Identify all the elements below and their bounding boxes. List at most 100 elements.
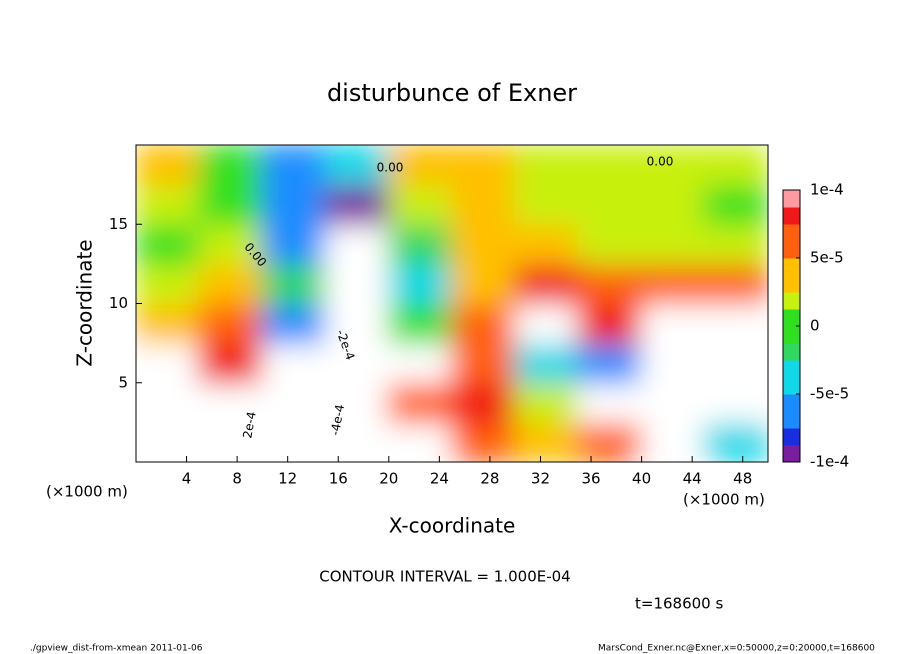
field-cell bbox=[324, 421, 390, 462]
chart-title: disturbunce of Exner bbox=[327, 79, 577, 107]
x-tick-label: 28 bbox=[480, 470, 499, 488]
colorbar-tick-label: 5e-5 bbox=[810, 249, 844, 267]
colorbar-band bbox=[783, 224, 800, 242]
field-cell bbox=[514, 262, 580, 305]
colorbar-band bbox=[783, 241, 800, 259]
colorbar-band bbox=[783, 207, 800, 225]
field-cell bbox=[703, 183, 768, 226]
colorbar-band bbox=[783, 275, 800, 293]
field-cell bbox=[451, 302, 517, 345]
colorbar-band bbox=[783, 445, 800, 463]
colorbar-tick-label: -1e-4 bbox=[810, 453, 849, 471]
field-cell bbox=[577, 421, 643, 462]
field-cell bbox=[640, 183, 706, 226]
field-cell bbox=[324, 262, 390, 305]
colorbar-band bbox=[783, 428, 800, 446]
field-cell bbox=[261, 342, 327, 384]
field-cell bbox=[577, 381, 643, 424]
field-cell bbox=[514, 302, 580, 345]
field-cell bbox=[514, 223, 580, 265]
field-cell bbox=[451, 145, 517, 186]
field-cell bbox=[577, 262, 643, 305]
field-cell bbox=[198, 302, 264, 345]
field-cell bbox=[577, 302, 643, 345]
field-cell bbox=[451, 421, 517, 462]
field-cell bbox=[703, 421, 768, 462]
field-cell bbox=[640, 302, 706, 345]
contour-label: 0.00 bbox=[377, 161, 404, 175]
x-tick-label: 12 bbox=[278, 470, 297, 488]
field-cell bbox=[703, 342, 768, 384]
footer-left: ./gpview_dist-from-xmean 2011-01-06 bbox=[30, 644, 203, 654]
field-cell bbox=[577, 183, 643, 226]
field-cell bbox=[703, 145, 768, 186]
field-cell bbox=[198, 342, 264, 384]
field-cell bbox=[261, 145, 327, 186]
field-cell bbox=[514, 342, 580, 384]
x-tick-label: 32 bbox=[531, 470, 550, 488]
field-cell bbox=[640, 223, 706, 265]
x-tick-label: 24 bbox=[430, 470, 449, 488]
field-cell bbox=[640, 421, 706, 462]
field-cell bbox=[324, 342, 390, 384]
x-tick-label: 44 bbox=[683, 470, 702, 488]
y-unit: (×1000 m) bbox=[46, 483, 128, 501]
y-tick-label: 10 bbox=[109, 294, 128, 312]
field-cell bbox=[136, 262, 201, 305]
field-cell bbox=[640, 381, 706, 424]
field-cell bbox=[324, 302, 390, 345]
field-cell bbox=[387, 183, 453, 226]
field-cell bbox=[387, 342, 453, 384]
colorbar-band bbox=[783, 343, 800, 361]
x-tick-label: 8 bbox=[232, 470, 242, 488]
colorbar-band bbox=[783, 411, 800, 429]
field-cell bbox=[514, 183, 580, 226]
field-cell bbox=[261, 421, 327, 462]
field-cell bbox=[703, 223, 768, 265]
field-cell bbox=[261, 381, 327, 424]
x-tick-label: 16 bbox=[329, 470, 348, 488]
colorbar-band bbox=[783, 360, 800, 378]
field-cell bbox=[703, 302, 768, 345]
colorbar-band bbox=[783, 377, 800, 395]
field-cell bbox=[136, 381, 201, 424]
x-unit: (×1000 m) bbox=[683, 491, 765, 509]
field-cell bbox=[198, 145, 264, 186]
field-cell bbox=[261, 262, 327, 305]
field-cell bbox=[324, 145, 390, 186]
field-cell bbox=[324, 223, 390, 265]
colorbar-band bbox=[783, 190, 800, 208]
field-cell bbox=[387, 421, 453, 462]
colorbar-tick-label: 1e-4 bbox=[810, 181, 844, 199]
field-cells bbox=[136, 145, 768, 462]
field-cell bbox=[198, 223, 264, 265]
field-cell bbox=[136, 421, 201, 462]
field-cell bbox=[640, 262, 706, 305]
contour-label: 2e-4 bbox=[240, 410, 258, 439]
x-tick-label: 4 bbox=[182, 470, 192, 488]
colorbar-band bbox=[783, 394, 800, 412]
colorbar-band bbox=[783, 292, 800, 310]
field-cell bbox=[640, 342, 706, 384]
field-cell bbox=[451, 183, 517, 226]
field-cell bbox=[577, 223, 643, 265]
x-tick-label: 48 bbox=[733, 470, 752, 488]
field-cell bbox=[324, 381, 390, 424]
colorbar-band bbox=[783, 326, 800, 344]
field-cell bbox=[261, 183, 327, 226]
field-cell bbox=[514, 381, 580, 424]
contour-interval: CONTOUR INTERVAL = 1.000E-04 bbox=[319, 568, 570, 586]
field-cell bbox=[198, 381, 264, 424]
field-cell bbox=[261, 223, 327, 265]
field-cell bbox=[514, 421, 580, 462]
field-cell bbox=[451, 381, 517, 424]
colorbar-band bbox=[783, 258, 800, 276]
colorbar-tick-label: 0 bbox=[810, 317, 820, 335]
field-cell bbox=[387, 145, 453, 186]
field-cell bbox=[387, 302, 453, 345]
time-label: t=168600 s bbox=[635, 595, 723, 613]
y-tick-label: 15 bbox=[109, 215, 128, 233]
colorbar-tick-label: -5e-5 bbox=[810, 385, 849, 403]
contour-label: 0.00 bbox=[647, 155, 674, 169]
